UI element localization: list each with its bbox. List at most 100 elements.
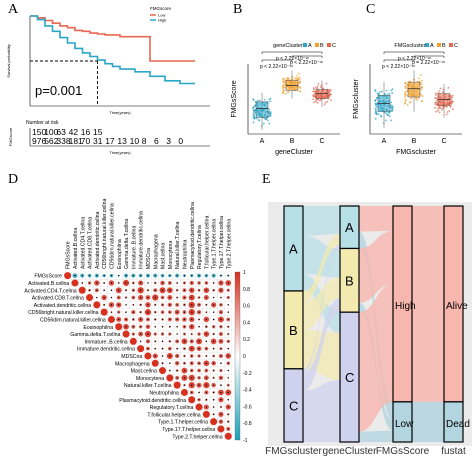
significance-mark xyxy=(132,296,135,299)
stratum-label: High xyxy=(395,301,416,312)
significance-mark xyxy=(169,355,171,357)
data-point xyxy=(449,106,452,108)
significance-mark xyxy=(212,311,215,313)
data-point xyxy=(435,110,438,113)
data-point xyxy=(438,90,441,93)
data-point xyxy=(282,80,285,83)
significance-mark xyxy=(161,304,164,306)
flow xyxy=(303,245,340,373)
comparison-label: p < 2.22×10⁻¹⁶ xyxy=(382,64,415,70)
legend-bar xyxy=(234,271,241,441)
significance-mark xyxy=(220,304,222,306)
tick-label-A: A xyxy=(260,138,265,145)
data-point xyxy=(420,87,423,89)
significance-mark xyxy=(88,274,91,277)
significance-mark xyxy=(161,362,164,364)
stratum-c xyxy=(283,368,304,443)
significance-mark xyxy=(191,318,193,321)
corr-circle xyxy=(151,359,159,367)
significance-mark xyxy=(176,296,178,299)
significance-mark xyxy=(96,274,98,277)
data-point xyxy=(314,86,317,89)
significance-mark xyxy=(183,282,186,284)
comparison-label: p < 2.22×10⁻¹⁶ xyxy=(398,56,431,62)
significance-mark xyxy=(212,282,215,284)
significance-mark xyxy=(169,347,171,350)
significance-mark xyxy=(110,304,113,306)
data-point xyxy=(447,86,450,89)
risk-cell: 181 xyxy=(69,136,83,146)
corr-circle xyxy=(188,396,196,404)
significance-mark xyxy=(191,384,193,386)
significance-mark xyxy=(212,326,215,328)
significance-mark xyxy=(183,355,186,357)
data-point xyxy=(269,97,272,100)
legend-tick: 0.4 xyxy=(243,320,250,326)
significance-mark xyxy=(191,274,193,277)
legend-swatch-b xyxy=(315,43,319,47)
significance-mark xyxy=(212,333,215,335)
significance-mark xyxy=(125,289,127,291)
stratum-label: A xyxy=(345,220,354,235)
stratum-label: Low xyxy=(395,419,414,430)
data-point xyxy=(421,95,424,98)
data-point xyxy=(389,115,391,118)
significance-mark xyxy=(176,377,178,379)
stratum-label: C xyxy=(289,398,298,413)
significance-mark xyxy=(176,304,178,306)
significance-mark xyxy=(227,304,229,306)
significance-mark xyxy=(205,289,208,291)
data-point xyxy=(330,99,332,102)
legend-label-high: High xyxy=(158,18,166,23)
data-point xyxy=(409,97,412,100)
data-point xyxy=(420,83,423,86)
data-point xyxy=(376,92,379,95)
significance-mark xyxy=(205,355,208,357)
significance-mark xyxy=(198,304,200,306)
significance-mark xyxy=(139,274,142,277)
panel-label-c: C xyxy=(366,2,376,17)
significance-mark xyxy=(220,289,222,291)
data-point xyxy=(448,110,451,112)
row-label: Activated.CD4.T.cellna xyxy=(24,288,76,294)
data-point xyxy=(438,105,440,107)
significance-mark xyxy=(154,296,156,299)
axis-label: FMGscluster xyxy=(265,446,322,457)
p-value: p=0.001 xyxy=(35,83,82,98)
significance-mark xyxy=(227,362,229,364)
row-label: Neutrophilna xyxy=(149,390,179,396)
col-label: Regulatory.T.cellna xyxy=(197,225,203,269)
significance-mark xyxy=(191,289,193,291)
panel-label-e: E xyxy=(262,172,271,187)
significance-mark xyxy=(161,318,164,321)
significance-mark xyxy=(183,362,186,364)
col-label: Type.1.T.helper.cellna xyxy=(212,219,218,269)
data-point xyxy=(252,113,255,116)
significance-mark xyxy=(118,318,120,321)
data-point xyxy=(391,110,394,112)
significance-mark xyxy=(191,355,193,357)
row-label: Mast.cellna xyxy=(131,369,157,375)
data-point xyxy=(404,97,407,100)
row-label: Natural.killer.T.cellna xyxy=(124,383,172,389)
data-point xyxy=(404,87,407,90)
significance-mark xyxy=(110,296,113,299)
data-point xyxy=(374,99,376,102)
row-label: Type.17.T.helper.cellna xyxy=(162,427,215,433)
significance-mark xyxy=(176,282,178,284)
data-point xyxy=(419,74,422,77)
risk-cell: 338 xyxy=(56,136,70,146)
significance-mark xyxy=(161,326,164,328)
significance-mark xyxy=(169,333,171,335)
col-label: Activated.B.cellna xyxy=(73,228,79,269)
data-point xyxy=(284,93,287,95)
y-axis-label: FMGsScore xyxy=(231,80,238,117)
significance-mark xyxy=(198,318,200,321)
risk-cell: 976 xyxy=(32,136,46,146)
data-point xyxy=(451,94,454,97)
significance-mark xyxy=(198,326,200,328)
significance-mark xyxy=(139,333,142,335)
data-point xyxy=(269,111,272,113)
significance-mark xyxy=(212,413,215,416)
significance-mark xyxy=(147,311,149,313)
